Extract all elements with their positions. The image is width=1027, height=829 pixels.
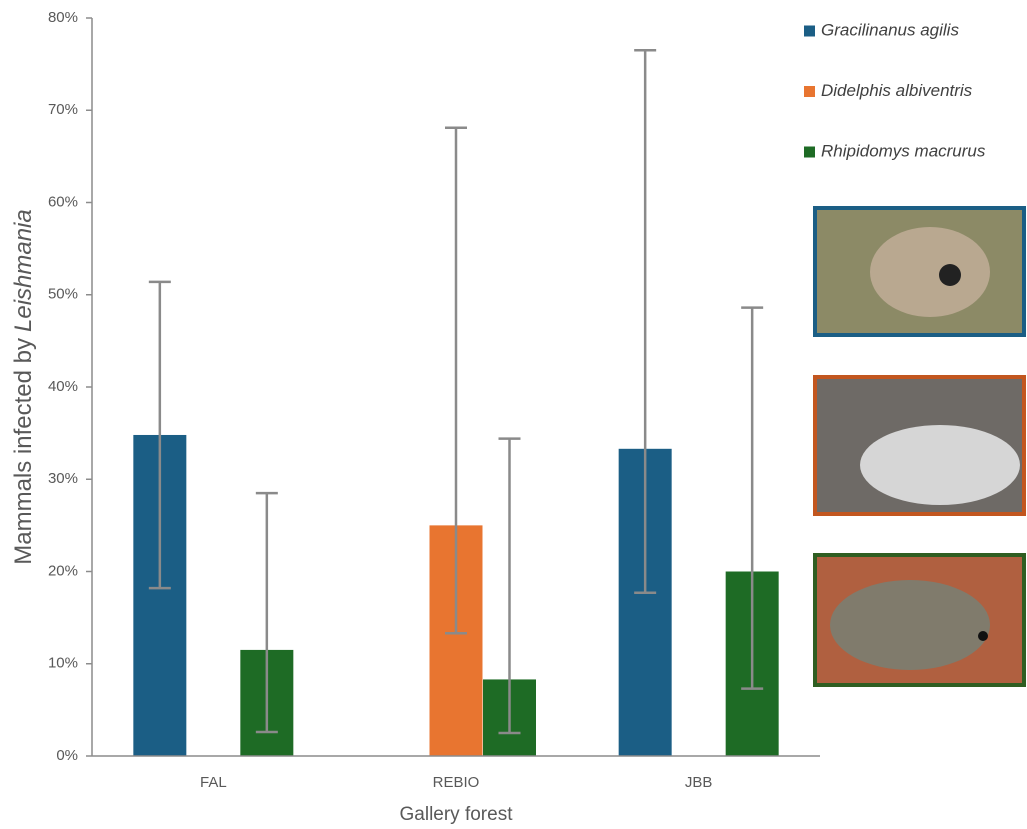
photo-shape — [830, 580, 990, 670]
x-tick-label: FAL — [200, 774, 227, 791]
y-tick-label: 50% — [48, 286, 78, 303]
x-tick-label: JBB — [685, 774, 713, 791]
y-tick-label: 0% — [56, 747, 78, 764]
legend-label: Gracilinanus agilis — [821, 20, 959, 39]
y-axis-label: Mammals infected by Leishmania — [10, 209, 37, 565]
photos — [815, 208, 1024, 685]
legend-label: Rhipidomys macrurus — [821, 141, 986, 160]
legend-label: Didelphis albiventris — [821, 81, 973, 100]
x-axis-label: Gallery forest — [400, 804, 514, 825]
y-tick-label: 70% — [48, 101, 78, 118]
y-label-italic: Leishmania — [10, 209, 37, 332]
x-tick-label: REBIO — [433, 774, 480, 791]
y-tick-label: 60% — [48, 193, 78, 210]
y-tick-label: 10% — [48, 655, 78, 672]
photo-shape — [939, 264, 961, 286]
y-tick-label: 20% — [48, 562, 78, 579]
y-tick-label: 80% — [48, 9, 78, 26]
y-label-text: Mammals infected by — [10, 338, 37, 565]
legend-swatch — [804, 147, 815, 158]
y-tick-label: 30% — [48, 470, 78, 487]
legend-swatch — [804, 86, 815, 97]
photo-shape — [870, 227, 990, 317]
chart: Mammals infected by Leishmania Gallery fo… — [0, 0, 1027, 829]
photo-shape — [860, 425, 1020, 505]
y-tick-label: 40% — [48, 378, 78, 395]
legend-swatch — [804, 26, 815, 37]
photo-shape — [978, 631, 988, 641]
